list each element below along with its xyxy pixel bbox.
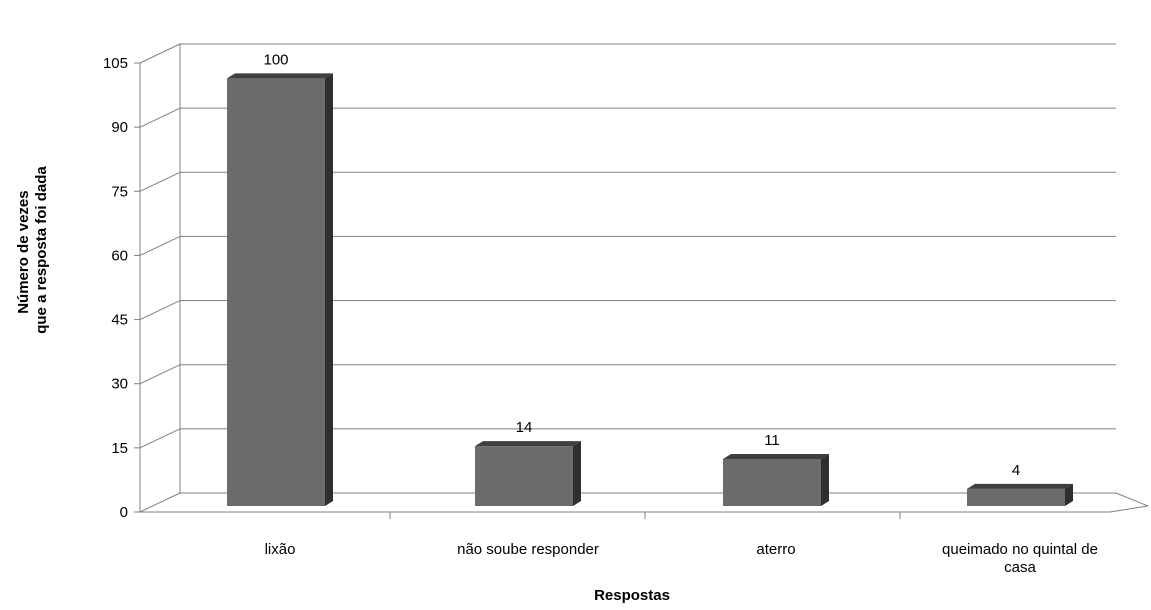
gridline-side (139, 300, 181, 321)
bar-side (573, 441, 581, 506)
y-tick-label: 90 (111, 119, 128, 136)
bar (475, 446, 573, 506)
x-tick-label-line: lixão (265, 541, 296, 558)
x-tick-label-line: queimado no quintal de (942, 541, 1098, 558)
gridline-side (139, 364, 181, 385)
data-label: 14 (516, 419, 533, 436)
y-tick-label: 60 (111, 247, 128, 264)
label-layer: 100 lixão 14 não soube responder 11 aterro 4 qu… (263, 51, 1098, 576)
y-tick-label: 105 (103, 55, 128, 72)
bar (967, 488, 1065, 506)
y-axis-title: Número de vezes que a resposta foi dada (15, 166, 50, 334)
y-axis-title-line-2: que a resposta foi dada (33, 166, 50, 334)
y-tick-label: 45 (111, 312, 128, 329)
x-axis-title: Respostas (594, 587, 670, 604)
bar-side (821, 453, 829, 506)
bar-top (475, 441, 581, 447)
floor-back-right (1115, 492, 1149, 507)
bar (227, 78, 325, 506)
bar-layer (227, 73, 1073, 506)
x-tick-label: queimado no quintal de casa (942, 541, 1098, 576)
y-tick-label: 15 (111, 440, 128, 457)
data-label: 100 (263, 51, 288, 68)
gridline-side (139, 428, 181, 449)
y-tick-label: 75 (111, 183, 128, 200)
bar-top (967, 483, 1073, 489)
x-tick-label: lixão (265, 541, 296, 558)
data-label: 11 (764, 432, 780, 449)
gridline-side (139, 107, 181, 128)
y-axis-title-line-1: Número de vezes (15, 190, 32, 313)
x-tick-label: aterro (756, 541, 795, 558)
x-tick-label-line: não soube responder (457, 541, 599, 558)
y-tick-label: 0 (120, 504, 128, 521)
gridline-side (139, 43, 181, 64)
gridline-side (139, 171, 181, 192)
grid-layer (139, 43, 1116, 513)
bar-top (227, 73, 333, 79)
gridline-side (139, 235, 181, 256)
bar-side (1065, 483, 1073, 506)
y-tick-label: 30 (111, 376, 128, 393)
x-tick-label-line: casa (1004, 559, 1036, 576)
bar (723, 458, 821, 506)
x-tick-label-line: aterro (756, 541, 795, 558)
bar-top (723, 453, 829, 459)
gridline-side (139, 492, 181, 513)
floor-right-edge (1109, 505, 1149, 513)
bar-side (325, 73, 333, 506)
axis-layer: 0 15 30 45 60 75 90 105 (103, 55, 1149, 521)
x-tick-label: não soube responder (457, 541, 599, 558)
data-label: 4 (1012, 462, 1020, 479)
